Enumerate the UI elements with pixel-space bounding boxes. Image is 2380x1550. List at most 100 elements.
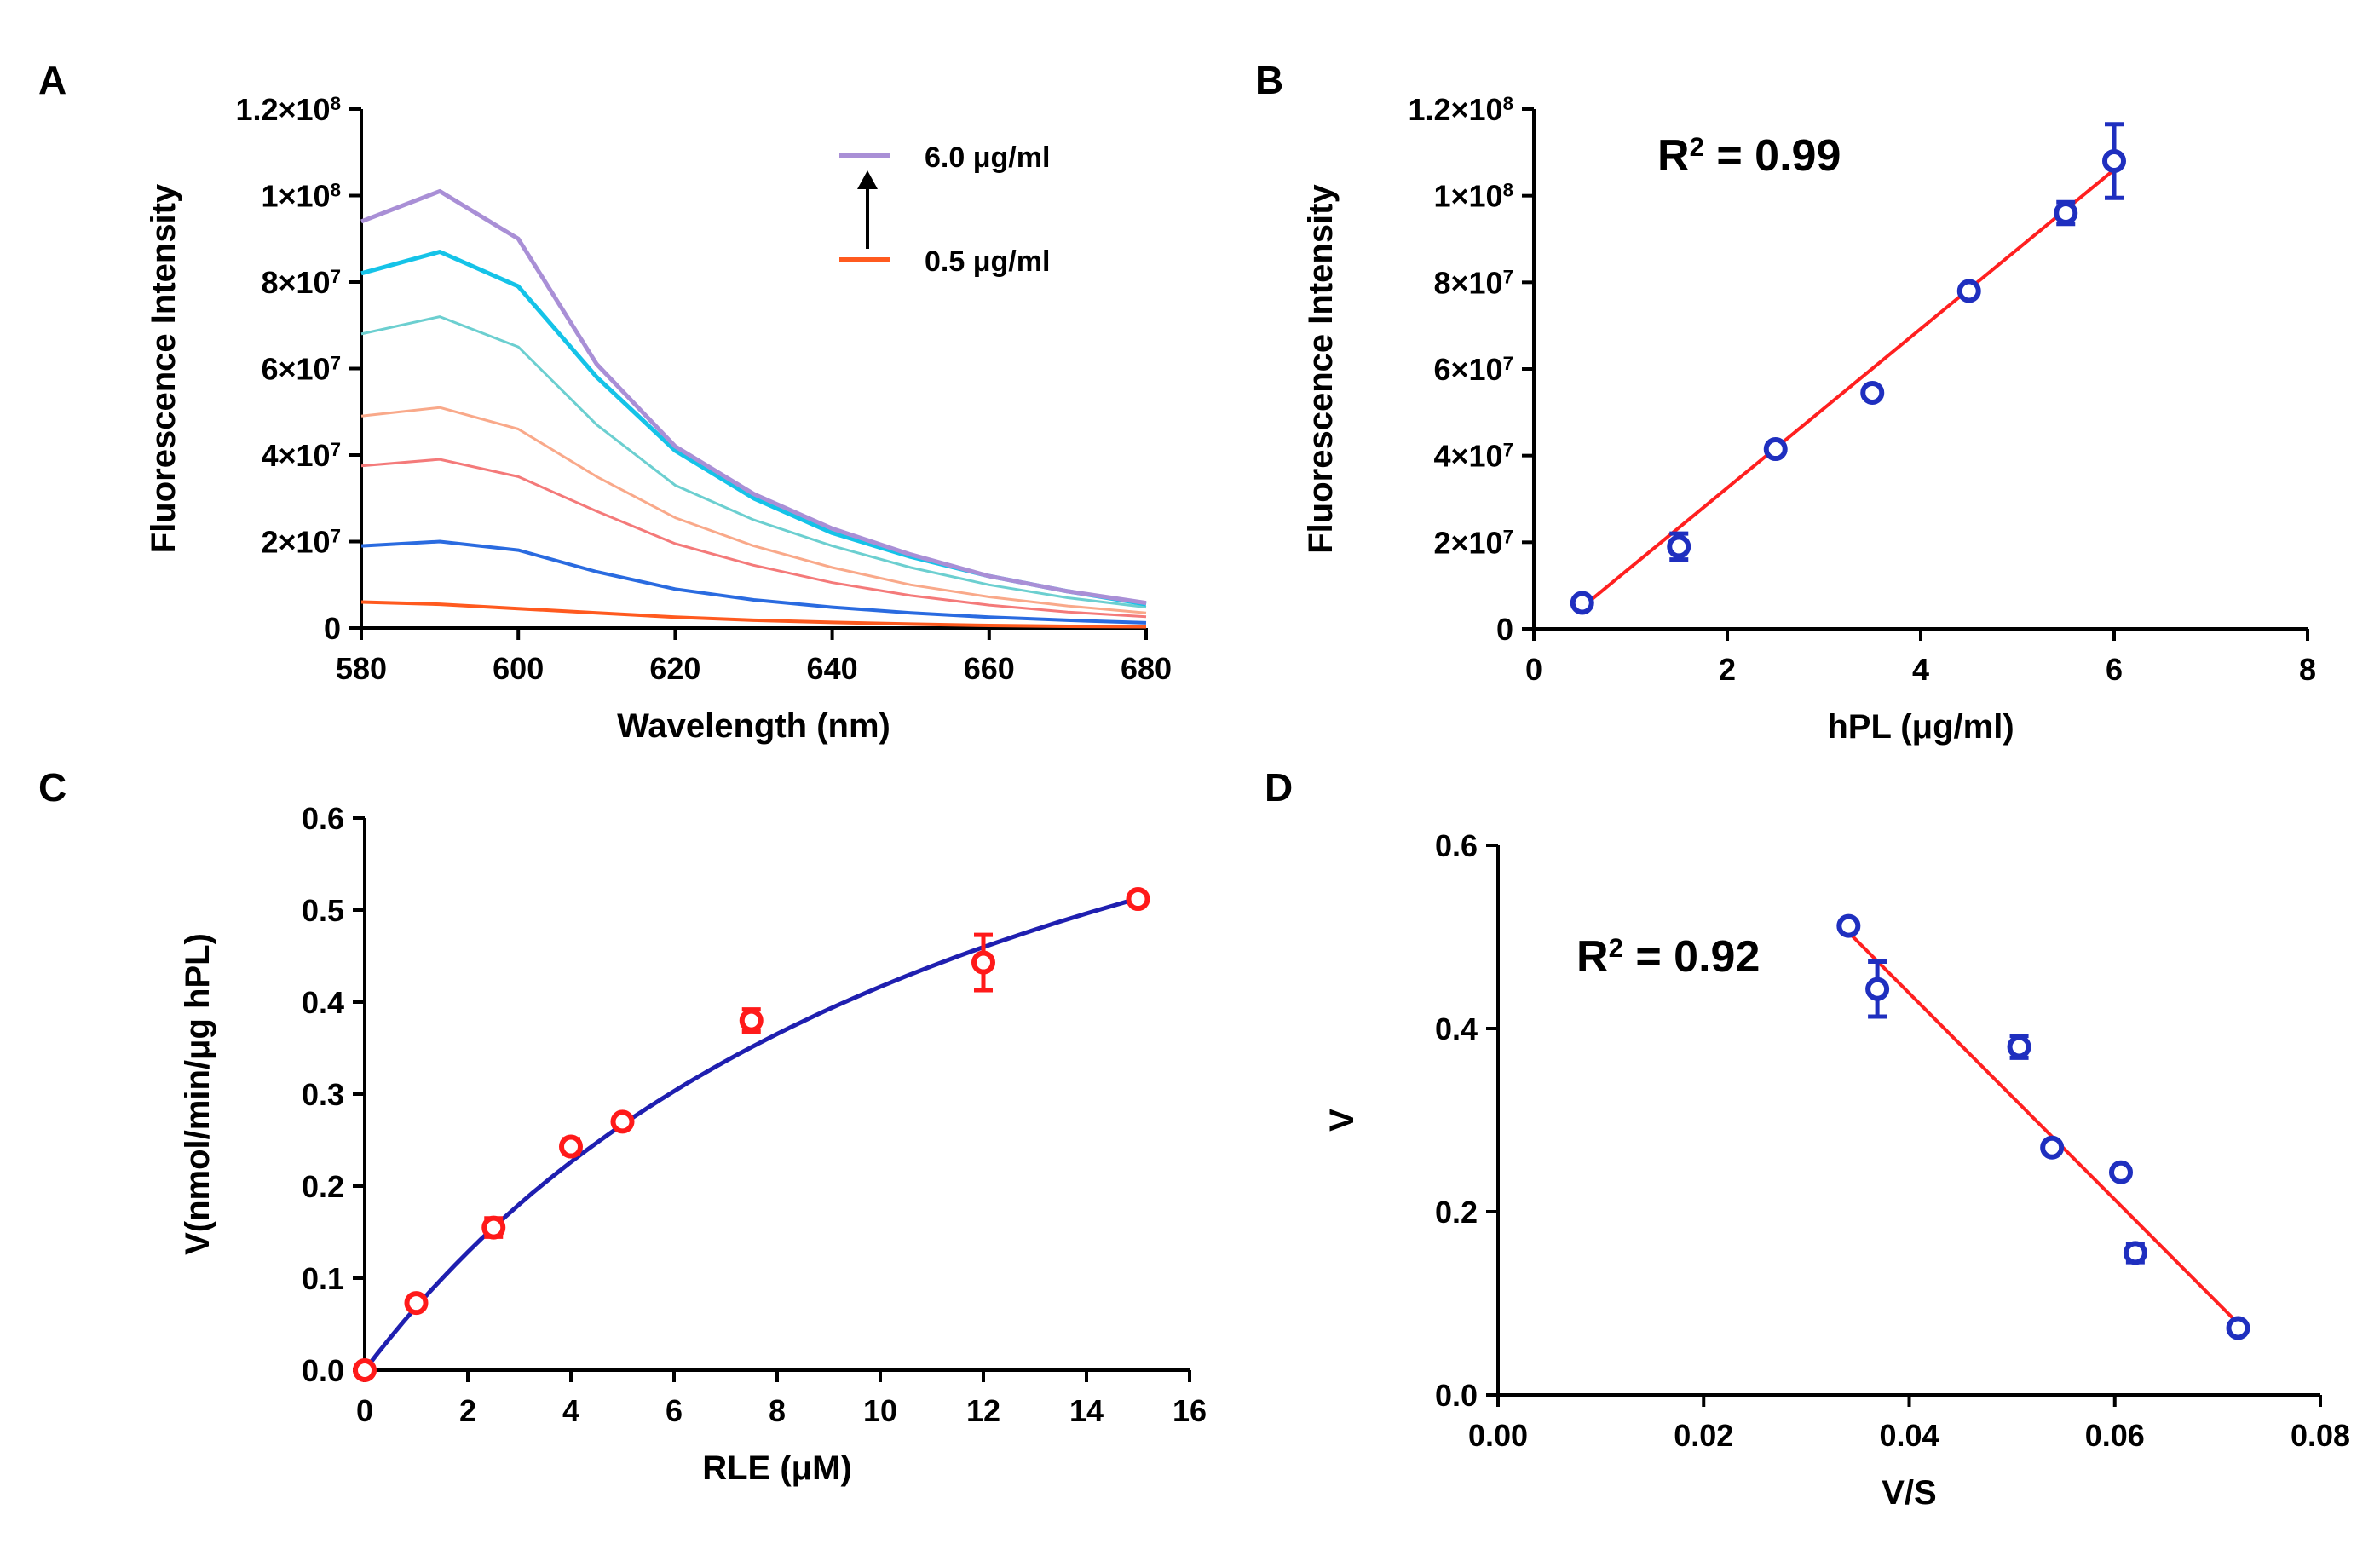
x-tick-label: 2 [1719,652,1736,687]
x-tick-label: 8 [2299,652,2316,687]
panel-letter: B [1255,58,1283,102]
x-tick-label: 0.06 [2085,1418,2145,1453]
data-point [2040,1135,2065,1160]
data-point [1836,913,1861,938]
y-tick-label: 6×107 [1433,352,1513,387]
y-tick-label: 1×108 [1433,179,1513,214]
panel-a: A 0 2×107 4×107 6×107 8×107 1×108 1.2×108 580 600… [38,58,1172,745]
panel-letter: D [1265,765,1293,810]
data-point [1763,437,1788,462]
y-tick-label: 0.4 [302,985,344,1020]
series-line [360,188,1147,606]
x-tick-label: 6 [2106,652,2123,687]
legend-label-bottom: 0.5 μg/ml [925,245,1050,278]
y-tick-label: 0.6 [302,801,344,836]
x-tick-label: 6 [666,1393,683,1428]
data-point [481,1215,506,1240]
y-tick-label: 0.0 [1435,1378,1478,1413]
data-point [2054,201,2078,225]
y-tick-label: 8×107 [261,265,341,300]
data-point [1570,591,1594,615]
x-axis-title: hPL (μg/ml) [1827,708,2014,746]
y-tick-label: 4×107 [261,438,341,473]
y-tick-label: 1.2×108 [1408,92,1513,127]
x-tick-label: 0.04 [1879,1418,1939,1453]
panel-letter: A [38,58,66,102]
x-tick-label: 2 [459,1393,476,1428]
x-tick-label: 14 [1069,1393,1104,1428]
data-point [1667,534,1691,559]
x-axis-title: RLE (μM) [702,1449,852,1487]
y-tick-label: 0.2 [1435,1195,1478,1230]
series-line [360,539,1147,625]
y-tick-label: 1×108 [261,179,341,214]
panel-letter: C [38,765,66,810]
panel-b: B 0 2×107 4×107 6×107 8×107 1×108 1.2×108 0 2 4 6 8 h… [1255,58,2316,746]
fit-line [1581,168,2116,609]
x-tick-label: 580 [336,651,387,686]
data-point [610,1109,635,1134]
x-tick-label: 10 [863,1393,897,1428]
x-tick-label: 4 [1912,652,1929,687]
series-line [360,315,1147,609]
data-point [1865,977,1890,1001]
y-tick-label: 0.3 [302,1077,344,1112]
x-tick-label: 660 [964,651,1015,686]
fit-line [1847,931,2239,1325]
x-tick-label: 680 [1121,651,1172,686]
data-point [739,1008,764,1033]
y-tick-label: 2×107 [1433,525,1513,560]
x-tick-label: 640 [807,651,858,686]
data-point [2123,1241,2147,1265]
y-tick-label: 2×107 [261,525,341,560]
data-point [2102,149,2126,173]
x-tick-label: 0.00 [1468,1418,1528,1453]
y-tick-label: 0.4 [1435,1011,1478,1046]
data-point [2108,1160,2133,1184]
y-tick-label: 0 [1496,612,1513,647]
x-tick-label: 0.02 [1674,1418,1733,1453]
data-point [404,1291,429,1316]
x-tick-label: 600 [493,651,544,686]
x-tick-label: 4 [562,1393,579,1428]
data-point [353,1358,377,1382]
x-tick-label: 620 [649,651,700,686]
y-tick-label: 4×107 [1433,439,1513,474]
legend: 6.0 μg/ml 0.5 μg/ml [839,141,1050,278]
x-tick-label: 16 [1173,1393,1207,1428]
series-line [360,600,1147,629]
data-point [971,950,995,975]
data-point [2226,1316,2250,1340]
y-axis-title: V [1323,1109,1361,1132]
data-point [1956,279,1981,303]
data-point [1860,380,1885,405]
legend-arrow-head [857,170,878,189]
x-axis-title: V/S [1882,1474,1936,1512]
panel-c: C 0.0 0.1 0.2 0.3 0.4 0.5 0.6 0 2 4 6 8 10 12 14 16 RLE (… [38,765,1207,1487]
y-tick-label: 0.1 [302,1261,344,1296]
y-axis-title: Fluorescence Intensity [1302,184,1340,554]
y-tick-label: 0.2 [302,1169,344,1204]
series-line [360,458,1147,619]
series-line [360,250,1147,607]
x-tick-label: 0 [1525,652,1542,687]
x-tick-label: 0.08 [2291,1418,2350,1453]
r-squared-annotation: R2 = 0.99 [1657,131,1841,181]
y-axis-title: Fluorescence Intensity [145,183,182,553]
fit-curve [363,896,1139,1372]
panel-d: D 0.0 0.2 0.4 0.6 0.00 0.02 0.04 0.06 0.08 V/S V R2 … [1265,765,2350,1512]
y-tick-label: 1.2×108 [235,92,341,127]
series-line [360,406,1147,614]
legend-label-top: 6.0 μg/ml [925,141,1050,174]
y-axis-title: V(nmol/min/μg hPL) [179,933,216,1255]
y-tick-label: 0.0 [302,1353,344,1388]
y-tick-label: 6×107 [261,352,341,387]
y-tick-label: 0 [324,611,341,646]
x-tick-label: 0 [356,1393,373,1428]
data-point [1126,887,1150,912]
data-point [559,1134,583,1159]
r-squared-annotation: R2 = 0.92 [1576,932,1760,982]
y-tick-label: 0.6 [1435,828,1478,863]
x-tick-label: 8 [769,1393,786,1428]
